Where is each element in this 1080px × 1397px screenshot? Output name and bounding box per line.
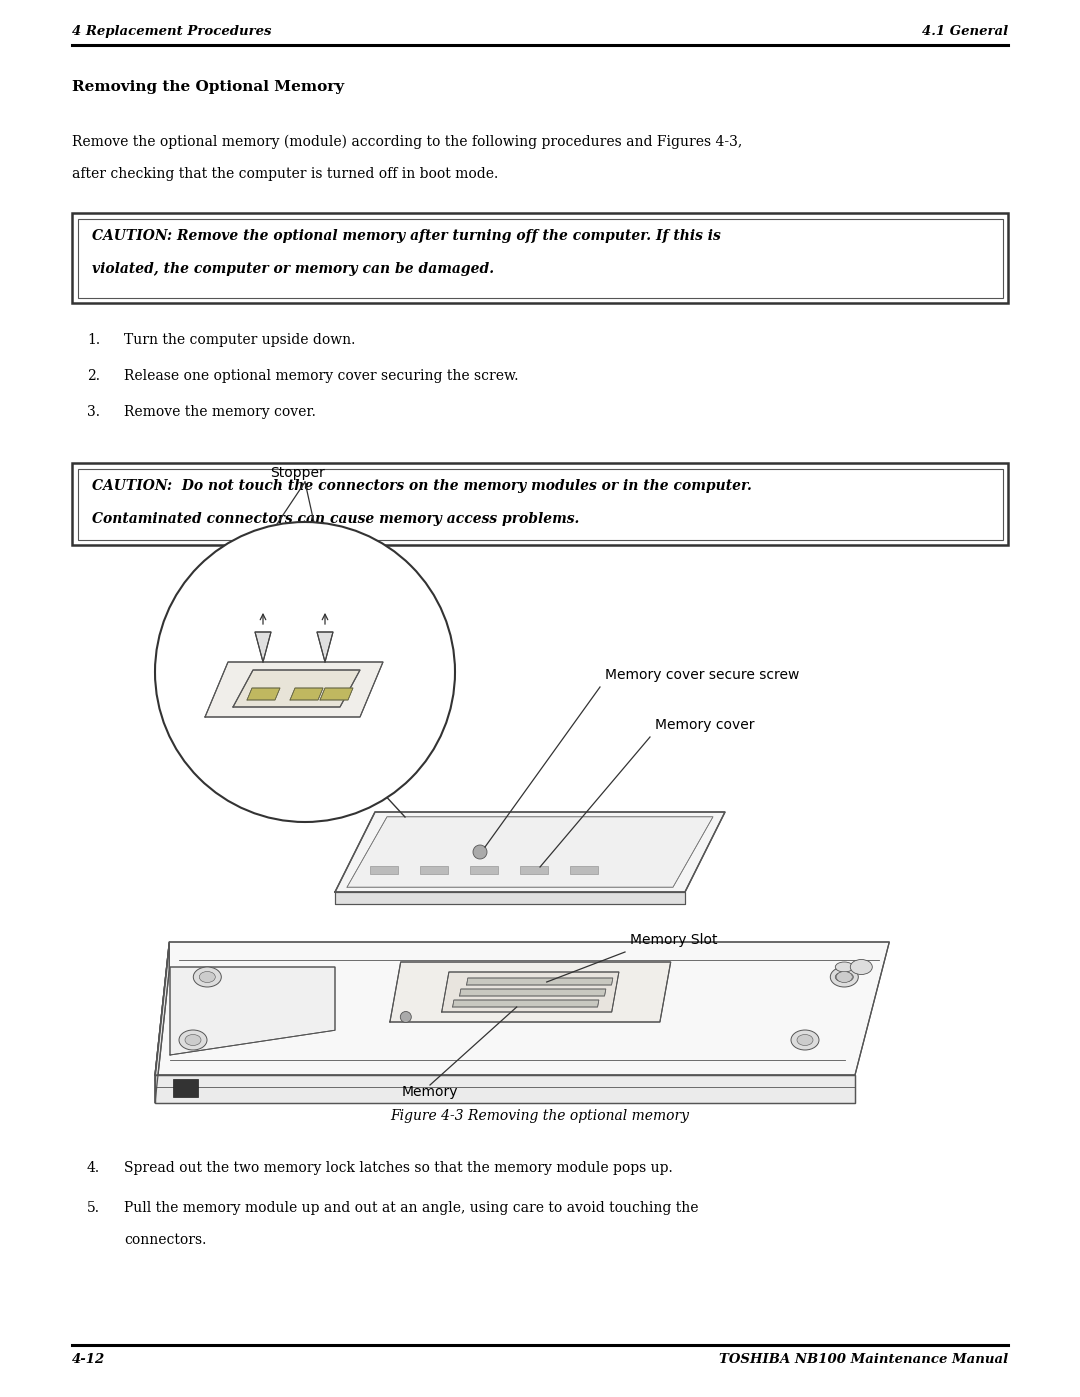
Text: CAUTION:  Do not touch the connectors on the memory modules or in the computer.: CAUTION: Do not touch the connectors on … (92, 479, 752, 493)
Bar (72, 212, 1008, 303)
Ellipse shape (791, 1030, 819, 1051)
Bar (519, 866, 548, 875)
Polygon shape (390, 963, 671, 1023)
Ellipse shape (797, 1035, 813, 1045)
Ellipse shape (835, 972, 853, 982)
Text: 5.: 5. (87, 1201, 100, 1215)
Ellipse shape (835, 963, 853, 972)
Text: Memory: Memory (402, 1085, 458, 1099)
Bar (72, 462, 1008, 545)
Text: after checking that the computer is turned off in boot mode.: after checking that the computer is turn… (72, 168, 498, 182)
Text: 4.: 4. (86, 1161, 100, 1175)
Text: 3.: 3. (87, 405, 100, 419)
Text: 4.1 General: 4.1 General (922, 25, 1008, 38)
Text: TOSHIBA NB100 Maintenance Manual: TOSHIBA NB100 Maintenance Manual (719, 1354, 1008, 1366)
Circle shape (156, 522, 455, 821)
Text: Stopper: Stopper (270, 467, 325, 481)
Polygon shape (460, 989, 606, 996)
Circle shape (473, 845, 487, 859)
Text: Turn the computer upside down.: Turn the computer upside down. (124, 332, 355, 346)
Polygon shape (442, 972, 619, 1011)
Polygon shape (170, 967, 335, 1055)
Text: Figure 4-3 Removing the optional memory: Figure 4-3 Removing the optional memory (391, 1109, 689, 1123)
Text: 2.: 2. (87, 369, 100, 383)
Polygon shape (453, 1000, 598, 1007)
Text: Contaminated connectors can cause memory access problems.: Contaminated connectors can cause memory… (92, 511, 579, 527)
Ellipse shape (193, 967, 221, 988)
Bar (173, 1078, 198, 1097)
Polygon shape (335, 893, 685, 904)
Bar (370, 866, 399, 875)
Polygon shape (156, 942, 889, 1076)
Text: 4-12: 4-12 (72, 1354, 105, 1366)
Polygon shape (156, 1076, 855, 1104)
Text: 4 Replacement Procedures: 4 Replacement Procedures (72, 25, 271, 38)
Polygon shape (156, 942, 170, 1104)
Text: Spread out the two memory lock latches so that the memory module pops up.: Spread out the two memory lock latches s… (124, 1161, 673, 1175)
Text: connectors.: connectors. (124, 1234, 206, 1248)
Polygon shape (318, 631, 333, 662)
Bar (78, 468, 1002, 539)
Bar (78, 218, 1002, 298)
Text: Memory cover: Memory cover (654, 718, 755, 732)
Ellipse shape (831, 967, 859, 988)
Text: Pull the memory module up and out at an angle, using care to avoid touching the: Pull the memory module up and out at an … (124, 1201, 699, 1215)
Polygon shape (335, 812, 725, 893)
Polygon shape (347, 817, 713, 887)
Polygon shape (320, 687, 353, 700)
Polygon shape (291, 687, 323, 700)
Bar (470, 866, 498, 875)
Bar (570, 866, 598, 875)
Ellipse shape (200, 971, 215, 982)
Polygon shape (255, 631, 271, 662)
Circle shape (401, 1011, 411, 1023)
Ellipse shape (850, 960, 873, 975)
Text: Removing the Optional Memory: Removing the Optional Memory (72, 80, 345, 94)
Polygon shape (247, 687, 280, 700)
Polygon shape (205, 662, 383, 717)
Bar (420, 866, 448, 875)
Ellipse shape (185, 1035, 201, 1045)
Polygon shape (233, 671, 360, 707)
Text: Remove the memory cover.: Remove the memory cover. (124, 405, 315, 419)
Polygon shape (467, 978, 612, 985)
Text: CAUTION: Remove the optional memory after turning off the computer. If this is: CAUTION: Remove the optional memory afte… (92, 229, 720, 243)
Text: Memory cover secure screw: Memory cover secure screw (605, 668, 799, 682)
Ellipse shape (179, 1030, 207, 1051)
Text: Remove the optional memory (module) according to the following procedures and Fi: Remove the optional memory (module) acco… (72, 136, 742, 149)
Text: violated, the computer or memory can be damaged.: violated, the computer or memory can be … (92, 263, 495, 277)
Ellipse shape (836, 971, 852, 982)
Text: Memory Slot: Memory Slot (630, 933, 717, 947)
Text: 1.: 1. (86, 332, 100, 346)
Text: Release one optional memory cover securing the screw.: Release one optional memory cover securi… (124, 369, 518, 383)
